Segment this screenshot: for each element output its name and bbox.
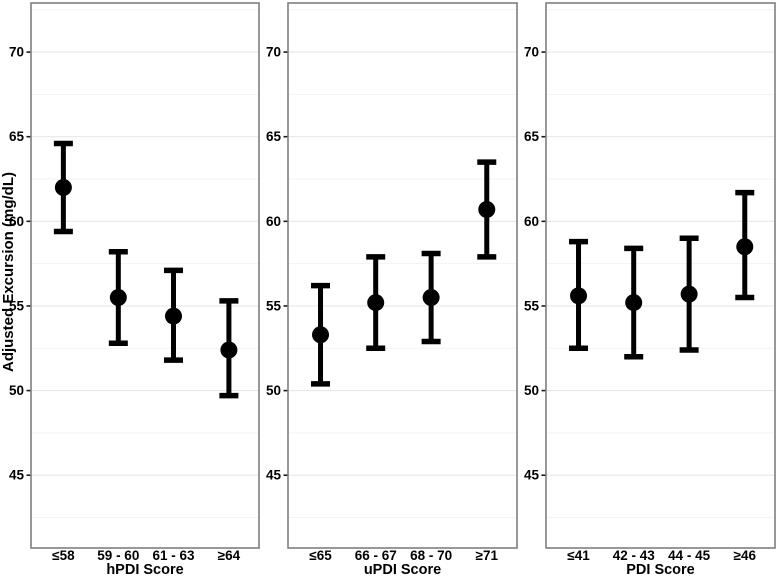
point-marker	[736, 238, 754, 256]
point-marker	[220, 341, 238, 359]
y-tick-label: 45	[9, 468, 25, 483]
point-marker	[625, 294, 643, 312]
y-tick-label: 45	[524, 468, 540, 483]
y-tick-label: 50	[524, 383, 539, 398]
panel-hpdi-score: 45 50 55 60 65 70 ≤58 59 - 60 61 - 63 ≥64 hPDI Sco…	[9, 2, 260, 576]
x-tick-label: ≤41	[567, 548, 590, 563]
error-bar-point-hpdi-score-64	[219, 298, 239, 399]
point-marker	[367, 294, 385, 312]
error-bar-point-hpdi-score-58	[53, 140, 73, 235]
error-bar-point-hpdi-score-61-63	[164, 267, 183, 363]
point-marker	[680, 285, 698, 303]
panel-background	[31, 3, 259, 548]
y-tick-label: 65	[9, 129, 25, 144]
x-tick-label: 44 - 45	[668, 548, 711, 563]
y-tick-label: 70	[524, 45, 539, 60]
panel-border	[287, 2, 518, 549]
y-tick-label: 65	[266, 129, 282, 144]
panel-pdi-score: 45 50 55 60 65 70 ≤41 42 - 43 44 - 45 ≥46 PDI Scor…	[524, 2, 776, 576]
y-tick-label: 70	[266, 45, 281, 60]
error-bar-point-updi-score-65	[311, 282, 331, 387]
error-bar-point-pdi-score-41	[569, 238, 589, 352]
x-tick-label: ≥71	[476, 548, 499, 563]
x-tick-label: 66 - 67	[355, 548, 397, 563]
y-tick-label: 50	[9, 383, 24, 398]
error-bar-point-pdi-score-44-45	[679, 235, 699, 353]
point-marker	[312, 326, 330, 344]
error-bar-point-updi-score-68-70	[421, 250, 441, 345]
error-bar-point-updi-score-66-67	[366, 254, 386, 352]
panel-updi-score: 45 50 55 60 65 70 ≤65 66 - 67 68 - 70 ≥71 uPDI Sco…	[266, 2, 518, 576]
point-marker	[165, 307, 182, 325]
x-tick-label: ≤65	[309, 548, 332, 563]
y-tick-label: 55	[9, 298, 25, 313]
y-tick-label: 65	[524, 129, 540, 144]
point-marker	[570, 287, 588, 305]
x-axis-title: hPDI Score	[106, 562, 183, 576]
y-tick-label: 55	[524, 298, 540, 313]
y-tick-label: 50	[266, 383, 281, 398]
x-tick-label: 59 - 60	[97, 548, 139, 563]
error-bar-point-pdi-score-42-43	[624, 245, 644, 360]
point-marker	[54, 178, 72, 196]
x-tick-label: 68 - 70	[410, 548, 452, 563]
panel-background	[546, 3, 775, 548]
y-tick-label: 55	[266, 298, 282, 313]
x-tick-label: ≥46	[734, 548, 757, 563]
x-tick-label: ≤58	[52, 548, 75, 563]
error-bar-point-updi-score-71	[477, 159, 497, 260]
y-tick-label: 45	[266, 468, 282, 483]
x-axis-title: PDI Score	[626, 562, 695, 576]
x-tick-label: ≥64	[218, 548, 241, 563]
y-tick-label: 60	[9, 214, 24, 229]
y-tick-label: 60	[266, 214, 281, 229]
panel-background	[288, 3, 517, 548]
point-marker	[422, 289, 440, 307]
point-marker	[478, 200, 496, 218]
error-bar-point-hpdi-score-59-60	[108, 249, 128, 346]
x-axis-title: uPDI Score	[364, 562, 441, 576]
y-tick-label: 60	[524, 214, 539, 229]
x-tick-label: 42 - 43	[613, 548, 656, 563]
y-tick-label: 70	[9, 45, 24, 60]
panel-border	[545, 2, 776, 549]
error-bar-point-pdi-score-46	[735, 189, 755, 301]
x-tick-label: 61 - 63	[152, 548, 195, 563]
point-marker	[109, 289, 127, 307]
panel-border	[30, 2, 260, 549]
